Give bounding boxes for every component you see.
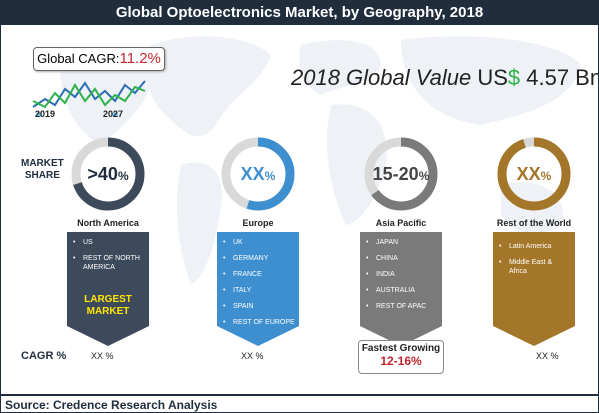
- list-item: SPAIN: [223, 302, 295, 311]
- cagr-rest-of-world: XX %: [536, 351, 559, 361]
- market-share-north-america: >40%: [70, 136, 146, 214]
- market-share-asia-pacific: 15-20%: [363, 136, 439, 214]
- global-value-currency: US: [477, 65, 508, 90]
- cagr-label: Global CAGR:: [37, 51, 120, 66]
- region-title-north-america: North America: [77, 218, 139, 228]
- market-share-line-2: SHARE: [24, 170, 60, 181]
- fastest-growing-box: Fastest Growing 12-16%: [358, 340, 444, 374]
- ring-arc: [71, 137, 145, 211]
- region-title-rest-of-world: Rest of the World: [496, 218, 572, 228]
- cagr-asia-pacific: 12-16%: [380, 354, 422, 368]
- list-item: ITALY: [223, 286, 295, 295]
- share-value: XX: [516, 164, 541, 184]
- list-item: Latin America: [499, 242, 571, 251]
- largest-line-1: LARGEST: [84, 294, 132, 305]
- market-share-europe: XX%: [220, 136, 296, 214]
- global-value-amount: 4.57 Bn: [520, 65, 599, 90]
- cagr-row-label: CAGR %: [21, 350, 67, 362]
- cagr-north-america: XX %: [91, 351, 114, 361]
- list-item: REST OF EUROPE: [223, 318, 295, 327]
- market-share-label: MARKET SHARE: [21, 158, 64, 182]
- list-item: REST OF APAC: [366, 302, 438, 311]
- country-list: JAPAN CHINA INDIA AUSTRALIA REST OF APAC: [360, 232, 442, 311]
- sparkline-start-point: [36, 112, 42, 117]
- list-item: UK: [223, 238, 295, 247]
- list-item: AUSTRALIA: [366, 286, 438, 295]
- panel-north-america: US REST OF NORTH AMERICA LARGEST MARKET: [67, 232, 149, 346]
- region-title-europe: Europe: [242, 218, 274, 228]
- global-value-prefix: 2018 Global Value: [291, 65, 478, 90]
- ring-arc: [364, 137, 438, 211]
- share-value: XX: [240, 164, 265, 184]
- cagr-sparkline: [32, 80, 146, 117]
- largest-market-badge: LARGEST MARKET: [67, 294, 149, 318]
- cagr-box: Global CAGR:11.2%: [33, 47, 165, 71]
- list-item: US: [73, 238, 145, 247]
- list-item: GERMANY: [223, 254, 295, 263]
- country-list: UK GERMANY FRANCE ITALY SPAIN REST OF EU…: [217, 232, 299, 327]
- list-item: REST OF NORTH AMERICA: [73, 254, 145, 272]
- list-item: FRANCE: [223, 270, 295, 279]
- global-value: 2018 Global Value US$ 4.57 Bn: [291, 65, 599, 91]
- panel-rest-of-world: Latin America Middle East & Africa: [493, 232, 575, 283]
- market-share-line-1: MARKET: [21, 158, 64, 169]
- ring-arc: [497, 137, 571, 211]
- country-list: US REST OF NORTH AMERICA: [67, 232, 149, 272]
- source-note: Source: Credence Research Analysis: [1, 394, 598, 412]
- panel-europe: UK GERMANY FRANCE ITALY SPAIN REST OF EU…: [217, 232, 299, 334]
- cagr-value: 11.2%: [119, 50, 161, 67]
- share-unit: %: [264, 169, 276, 183]
- list-item: JAPAN: [366, 238, 438, 247]
- share-value: 15-20: [372, 164, 419, 184]
- country-list: Latin America Middle East & Africa: [493, 232, 575, 276]
- cagr-europe: XX %: [241, 351, 264, 361]
- list-item: Middle East & Africa: [499, 258, 571, 276]
- ring-rest-of-world: [497, 137, 571, 211]
- market-share-rest-of-world: XX%: [496, 136, 572, 214]
- page-title: Global Optoelectronics Market, by Geogra…: [1, 1, 598, 25]
- share-value: >40: [87, 164, 118, 184]
- largest-line-2: MARKET: [86, 306, 130, 317]
- panel-asia-pacific: JAPAN CHINA INDIA AUSTRALIA REST OF APAC: [360, 232, 442, 318]
- sparkline-end-point: [112, 112, 118, 117]
- year-start: 2019: [35, 109, 56, 119]
- ring-asia-pacific: [364, 137, 438, 211]
- share-unit: %: [117, 169, 129, 183]
- dollar-icon: $: [507, 65, 521, 90]
- list-item: INDIA: [366, 270, 438, 279]
- year-end: 2027: [103, 109, 124, 119]
- fastest-growing-label: Fastest Growing: [361, 343, 441, 354]
- share-unit: %: [418, 169, 430, 183]
- sparkline-green: [32, 83, 146, 109]
- list-item: CHINA: [366, 254, 438, 263]
- world-map-background: [60, 36, 581, 285]
- ring-arc: [221, 137, 295, 211]
- ring-europe: [221, 137, 295, 211]
- region-title-asia-pacific: Asia Pacific: [375, 218, 427, 228]
- sparkline-blue: [32, 80, 146, 108]
- ring-north-america: [71, 137, 145, 211]
- share-unit: %: [540, 169, 552, 183]
